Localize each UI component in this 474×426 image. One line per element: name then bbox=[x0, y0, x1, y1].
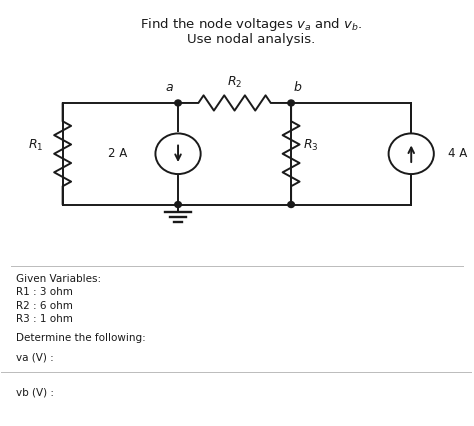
Circle shape bbox=[288, 100, 294, 106]
Circle shape bbox=[175, 100, 182, 106]
Text: $b$: $b$ bbox=[293, 80, 303, 94]
Text: R3 : 1 ohm: R3 : 1 ohm bbox=[16, 314, 73, 324]
Text: R2 : 6 ohm: R2 : 6 ohm bbox=[16, 301, 73, 311]
Text: 2 A: 2 A bbox=[108, 147, 127, 160]
Text: Find the node voltages $v_a$ and $v_b$.: Find the node voltages $v_a$ and $v_b$. bbox=[140, 16, 362, 33]
Text: vb (V) :: vb (V) : bbox=[16, 388, 54, 398]
Text: Use nodal analysis.: Use nodal analysis. bbox=[187, 33, 315, 46]
Text: R1 : 3 ohm: R1 : 3 ohm bbox=[16, 287, 73, 297]
Text: $R_2$: $R_2$ bbox=[227, 75, 242, 90]
Text: va (V) :: va (V) : bbox=[16, 352, 53, 362]
Text: Determine the following:: Determine the following: bbox=[16, 333, 145, 343]
Circle shape bbox=[175, 201, 182, 207]
Circle shape bbox=[155, 133, 201, 174]
Text: $a$: $a$ bbox=[165, 81, 174, 94]
Text: $R_3$: $R_3$ bbox=[303, 138, 319, 153]
Text: Given Variables:: Given Variables: bbox=[16, 273, 100, 284]
Text: 4 A: 4 A bbox=[448, 147, 467, 160]
Text: $R_1$: $R_1$ bbox=[28, 138, 44, 153]
Circle shape bbox=[288, 201, 294, 207]
Circle shape bbox=[389, 133, 434, 174]
